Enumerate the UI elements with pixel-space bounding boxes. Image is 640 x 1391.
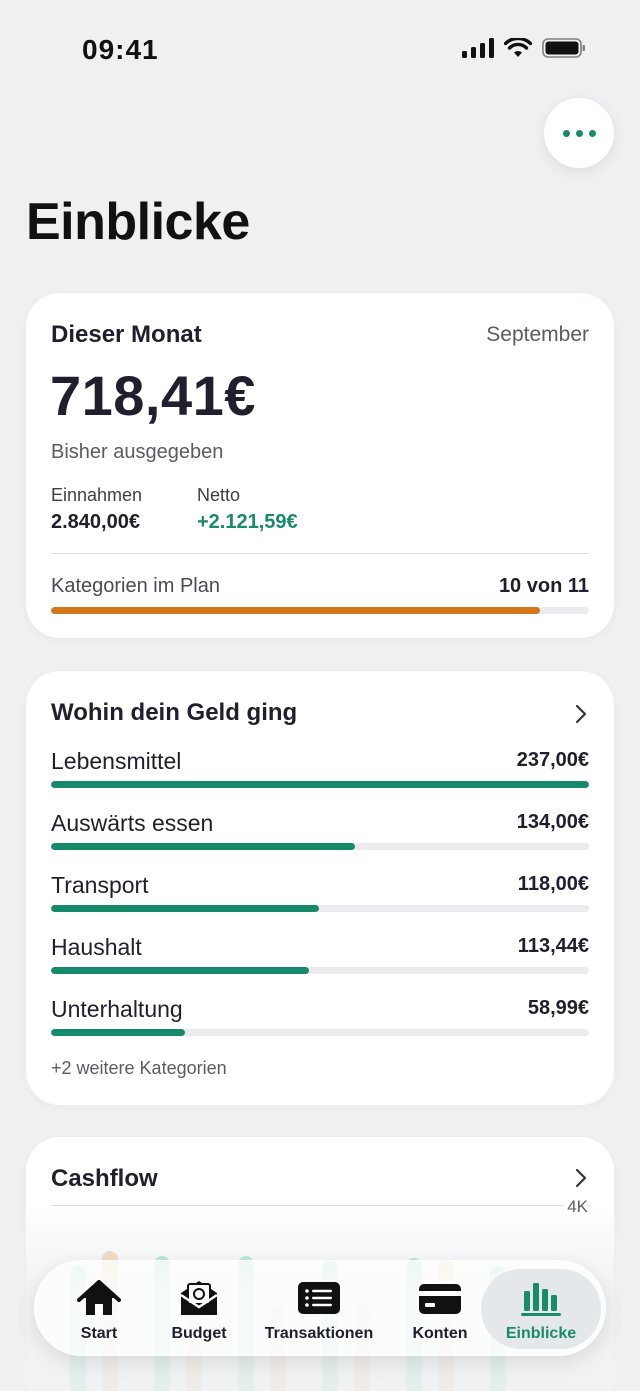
more-dot-icon	[575, 129, 583, 137]
signal-icon	[462, 38, 494, 58]
spent-subtitle: Bisher ausgegeben	[51, 441, 224, 463]
category-track	[51, 905, 589, 912]
spent-amount: 718,41€	[50, 364, 256, 427]
category-label: Auswärts essen	[51, 810, 214, 836]
category-value: 134,00€	[516, 811, 589, 833]
tab-bar: Start Budget Transaktionen Konten	[34, 1260, 606, 1356]
category-track	[51, 967, 589, 974]
tab-label: Konten	[412, 1325, 468, 1342]
page-title: Einblicke	[26, 193, 250, 251]
category-track	[51, 781, 589, 788]
divider	[51, 553, 589, 554]
tab-label: Budget	[171, 1325, 227, 1342]
credit-card-icon	[419, 1284, 461, 1314]
income-label: Einnahmen	[51, 485, 143, 505]
plan-label: Kategorien im Plan	[51, 575, 220, 597]
tab-budget[interactable]: Budget	[153, 1261, 245, 1357]
house-icon	[77, 1280, 121, 1315]
category-fill	[51, 905, 319, 912]
tab-konten[interactable]: Konten	[395, 1261, 485, 1357]
plan-progress-fill	[51, 607, 541, 614]
category-label: Haushalt	[51, 934, 142, 960]
envelope-money-icon	[180, 1281, 218, 1315]
category-label: Lebensmittel	[51, 748, 182, 774]
tab-label: Start	[80, 1325, 118, 1342]
more-options-button[interactable]	[544, 98, 614, 168]
tab-transaktionen[interactable]: Transaktionen	[257, 1261, 381, 1357]
category-fill	[51, 843, 355, 850]
net-value: +2.121,59€	[197, 511, 298, 533]
category-track	[51, 843, 589, 850]
categories-card[interactable]: Wohin dein Geld ging Lebensmittel 237,00…	[26, 671, 614, 1105]
month-card-title: Dieser Monat	[51, 321, 202, 348]
category-label: Unterhaltung	[51, 996, 183, 1022]
tab-einblicke[interactable]: Einblicke	[481, 1269, 601, 1349]
bar-chart-icon	[521, 1283, 561, 1316]
cashflow-title: Cashflow	[51, 1165, 158, 1192]
income-value: 2.840,00€	[51, 511, 140, 533]
more-dot-icon	[562, 129, 570, 137]
plan-value: 10 von 11	[498, 575, 589, 597]
category-fill	[51, 1029, 185, 1036]
chevron-right-icon[interactable]	[574, 1167, 588, 1189]
category-track	[51, 1029, 589, 1036]
wifi-icon	[504, 38, 532, 57]
category-fill	[51, 781, 589, 788]
tab-label: Transaktionen	[264, 1325, 374, 1342]
category-fill	[51, 967, 309, 974]
category-value: 113,44€	[517, 935, 589, 957]
status-time: 09:41	[82, 34, 159, 65]
tab-label: Einblicke	[505, 1325, 577, 1342]
category-value: 237,00€	[516, 749, 589, 771]
categories-title: Wohin dein Geld ging	[51, 699, 298, 726]
list-icon	[298, 1282, 340, 1314]
tab-start[interactable]: Start	[53, 1261, 145, 1357]
category-value: 58,99€	[527, 997, 589, 1019]
month-selector[interactable]: September	[486, 323, 589, 346]
more-categories-link[interactable]: +2 weitere Kategorien	[51, 1058, 227, 1078]
battery-icon	[542, 38, 585, 58]
month-summary-card[interactable]: Dieser Monat September 718,41€ Bisher au…	[26, 293, 614, 638]
category-value: 118,00€	[517, 873, 589, 895]
status-icons	[462, 38, 586, 58]
net-label: Netto	[197, 485, 241, 505]
status-bar: 09:41	[0, 0, 640, 100]
category-label: Transport	[51, 872, 149, 898]
chevron-right-icon[interactable]	[574, 703, 588, 725]
more-dot-icon	[588, 129, 596, 137]
plan-progress-track	[51, 607, 589, 614]
